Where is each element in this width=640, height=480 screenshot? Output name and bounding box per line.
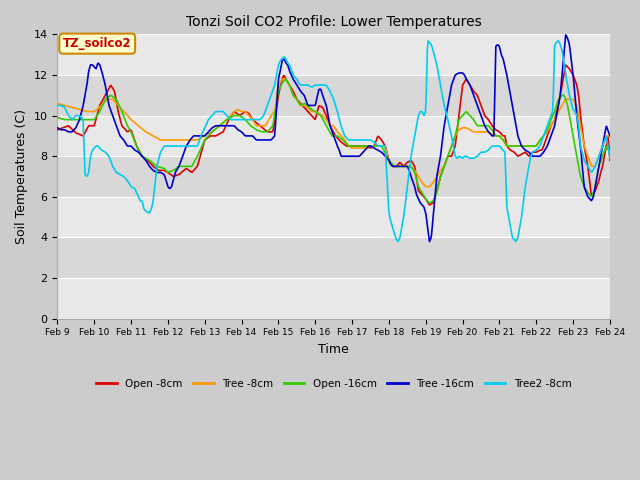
Tree -16cm	[88, 62, 95, 68]
Line: Tree -16cm: Tree -16cm	[58, 35, 610, 241]
Open -8cm	[406, 158, 413, 164]
Open -16cm	[88, 117, 95, 122]
Open -8cm	[426, 202, 433, 208]
Bar	[58, 156, 610, 197]
Open -16cm	[282, 76, 289, 82]
Open -8cm	[606, 157, 614, 163]
Open -16cm	[531, 143, 538, 149]
Text: TZ_soilco2: TZ_soilco2	[63, 37, 132, 50]
Tree -8cm	[278, 76, 286, 82]
Tree2 -8cm	[472, 154, 480, 159]
Tree -16cm	[606, 133, 614, 139]
Bar	[58, 75, 610, 116]
Tree -8cm	[88, 108, 95, 114]
Tree2 -8cm	[88, 151, 95, 156]
Bar	[58, 116, 610, 156]
Legend: Open -8cm, Tree -8cm, Open -16cm, Tree -16cm, Tree2 -8cm: Open -8cm, Tree -8cm, Open -16cm, Tree -…	[92, 375, 575, 393]
Open -8cm	[88, 123, 95, 129]
Tree -8cm	[54, 100, 61, 106]
Title: Tonzi Soil CO2 Profile: Lower Temperatures: Tonzi Soil CO2 Profile: Lower Temperatur…	[186, 15, 481, 29]
Y-axis label: Soil Temperatures (C): Soil Temperatures (C)	[15, 109, 28, 244]
Open -16cm	[390, 162, 397, 168]
Tree -8cm	[606, 133, 614, 139]
Open -16cm	[375, 143, 383, 149]
Open -8cm	[374, 133, 382, 139]
Tree2 -8cm	[54, 103, 61, 108]
Tree -8cm	[422, 184, 430, 190]
Tree -16cm	[54, 125, 61, 131]
Line: Open -16cm: Open -16cm	[58, 79, 610, 203]
Open -16cm	[606, 149, 614, 155]
Open -8cm	[474, 92, 481, 98]
Bar	[58, 197, 610, 238]
Line: Tree2 -8cm: Tree2 -8cm	[58, 41, 610, 241]
Tree -16cm	[374, 147, 382, 153]
Tree -8cm	[474, 129, 482, 135]
Open -8cm	[562, 62, 570, 68]
Open -8cm	[389, 164, 397, 169]
Open -16cm	[474, 123, 482, 129]
Open -8cm	[530, 149, 538, 155]
Tree2 -8cm	[530, 149, 538, 155]
Open -16cm	[54, 115, 61, 120]
Tree2 -8cm	[406, 167, 413, 173]
X-axis label: Time: Time	[318, 343, 349, 356]
Tree -16cm	[389, 164, 397, 169]
Tree2 -8cm	[389, 225, 397, 231]
Open -16cm	[426, 200, 433, 206]
Bar	[58, 278, 610, 319]
Open -16cm	[406, 164, 414, 169]
Open -8cm	[54, 127, 61, 132]
Tree -8cm	[375, 143, 383, 149]
Tree -16cm	[474, 102, 481, 108]
Tree -16cm	[562, 32, 570, 38]
Tree2 -8cm	[512, 239, 520, 244]
Tree -8cm	[531, 143, 538, 149]
Tree2 -8cm	[554, 38, 562, 44]
Tree -16cm	[426, 239, 433, 244]
Tree -16cm	[406, 168, 413, 174]
Bar	[58, 35, 610, 75]
Bar	[58, 238, 610, 278]
Tree2 -8cm	[606, 156, 614, 161]
Line: Tree -8cm: Tree -8cm	[58, 79, 610, 187]
Tree -16cm	[530, 153, 538, 159]
Tree -8cm	[390, 164, 397, 169]
Tree2 -8cm	[374, 143, 382, 149]
Line: Open -8cm: Open -8cm	[58, 65, 610, 205]
Tree -8cm	[406, 164, 414, 169]
